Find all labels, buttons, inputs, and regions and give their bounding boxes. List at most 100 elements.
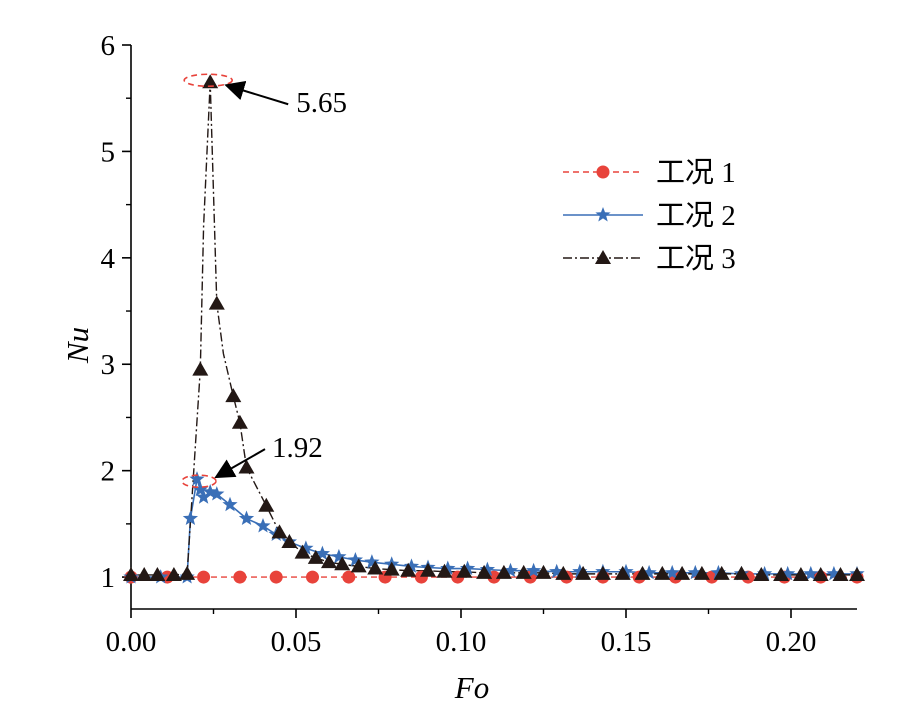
y-axis-title: Nu bbox=[60, 327, 95, 364]
data-point bbox=[383, 561, 400, 576]
data-point bbox=[192, 361, 209, 376]
data-point bbox=[780, 565, 796, 581]
data-point bbox=[307, 549, 324, 564]
y-tick-label: 4 bbox=[101, 243, 116, 275]
data-point bbox=[321, 554, 337, 569]
data-point bbox=[420, 562, 436, 577]
data-point bbox=[495, 564, 512, 579]
data-point bbox=[634, 565, 651, 580]
data-point bbox=[238, 510, 255, 526]
data-point bbox=[459, 560, 476, 576]
data-point bbox=[618, 563, 634, 579]
data-point bbox=[440, 560, 456, 576]
data-point bbox=[476, 564, 493, 579]
annotation-label: 5.65 bbox=[296, 87, 347, 119]
data-point bbox=[269, 570, 283, 584]
data-point bbox=[436, 563, 453, 578]
data-point bbox=[753, 566, 770, 581]
legend-label: 工况 3 bbox=[656, 243, 736, 275]
y-tick-label: 3 bbox=[101, 349, 116, 381]
data-point bbox=[202, 483, 218, 499]
data-point bbox=[549, 563, 565, 579]
data-point bbox=[165, 566, 182, 581]
x-tick-label: 0.00 bbox=[106, 626, 157, 658]
data-point bbox=[803, 565, 819, 581]
data-point bbox=[136, 566, 153, 581]
legend-marker bbox=[596, 165, 610, 179]
data-point bbox=[281, 533, 298, 548]
data-point bbox=[123, 566, 139, 581]
data-point bbox=[149, 566, 166, 581]
data-point bbox=[202, 74, 219, 89]
legend-label: 工况 2 bbox=[656, 200, 736, 232]
data-point bbox=[347, 552, 364, 567]
data-point bbox=[238, 459, 255, 474]
series-markers bbox=[123, 74, 865, 584]
data-point bbox=[826, 565, 842, 581]
data-point bbox=[225, 388, 242, 403]
data-point bbox=[403, 558, 420, 573]
data-point bbox=[233, 570, 247, 584]
data-point bbox=[674, 565, 691, 580]
peak-ellipse bbox=[183, 73, 233, 88]
data-point bbox=[572, 563, 588, 579]
data-point bbox=[525, 562, 542, 578]
data-point bbox=[614, 565, 631, 580]
x-tick-label: 0.05 bbox=[271, 626, 322, 658]
data-point bbox=[258, 497, 275, 512]
data-point bbox=[400, 562, 417, 577]
data-point bbox=[641, 564, 657, 580]
data-point bbox=[812, 566, 829, 581]
data-point bbox=[209, 486, 225, 501]
data-point bbox=[705, 570, 719, 584]
data-point bbox=[314, 545, 331, 561]
data-point bbox=[231, 414, 248, 429]
data-point bbox=[594, 565, 611, 580]
data-point bbox=[179, 565, 196, 580]
annotations: 5.65 1.92 bbox=[181, 73, 347, 488]
data-point bbox=[306, 570, 319, 584]
data-point bbox=[208, 295, 225, 310]
data-point bbox=[342, 570, 356, 584]
data-point bbox=[535, 564, 552, 579]
data-point bbox=[182, 510, 199, 526]
data-point bbox=[456, 563, 473, 578]
legend-label: 工况 1 bbox=[656, 157, 736, 189]
data-point bbox=[334, 556, 351, 571]
data-point bbox=[350, 558, 367, 573]
data-point bbox=[192, 481, 208, 497]
data-point bbox=[555, 565, 572, 580]
y-tick-label: 1 bbox=[101, 562, 116, 594]
data-point bbox=[792, 566, 809, 581]
y-tick-label: 5 bbox=[101, 136, 116, 168]
y-tick-label: 2 bbox=[101, 456, 116, 488]
data-point bbox=[298, 540, 314, 555]
series-lines bbox=[131, 82, 857, 578]
data-point bbox=[271, 524, 288, 539]
legend: 工况 1 工况 2 工况 3 bbox=[563, 157, 736, 275]
annotation-arrow bbox=[214, 448, 266, 479]
data-point bbox=[222, 496, 238, 512]
data-point bbox=[195, 489, 212, 504]
data-point bbox=[575, 565, 592, 580]
annotation-label: 1.92 bbox=[272, 432, 323, 464]
series-line bbox=[131, 478, 857, 578]
data-point bbox=[849, 566, 865, 581]
data-point bbox=[294, 544, 311, 559]
data-point bbox=[502, 562, 519, 578]
x-tick-label: 0.15 bbox=[601, 626, 652, 658]
data-point bbox=[331, 548, 347, 564]
data-point bbox=[479, 561, 496, 577]
data-point bbox=[693, 565, 710, 580]
x-tick-label: 0.10 bbox=[436, 626, 487, 658]
data-point bbox=[687, 564, 703, 580]
data-point bbox=[654, 565, 671, 580]
data-point bbox=[367, 560, 384, 575]
data-point bbox=[255, 518, 271, 533]
x-tick-label: 0.20 bbox=[766, 626, 817, 658]
data-point bbox=[189, 471, 205, 486]
legend-marker bbox=[595, 250, 611, 264]
data-point bbox=[832, 566, 849, 581]
data-point bbox=[733, 565, 750, 580]
